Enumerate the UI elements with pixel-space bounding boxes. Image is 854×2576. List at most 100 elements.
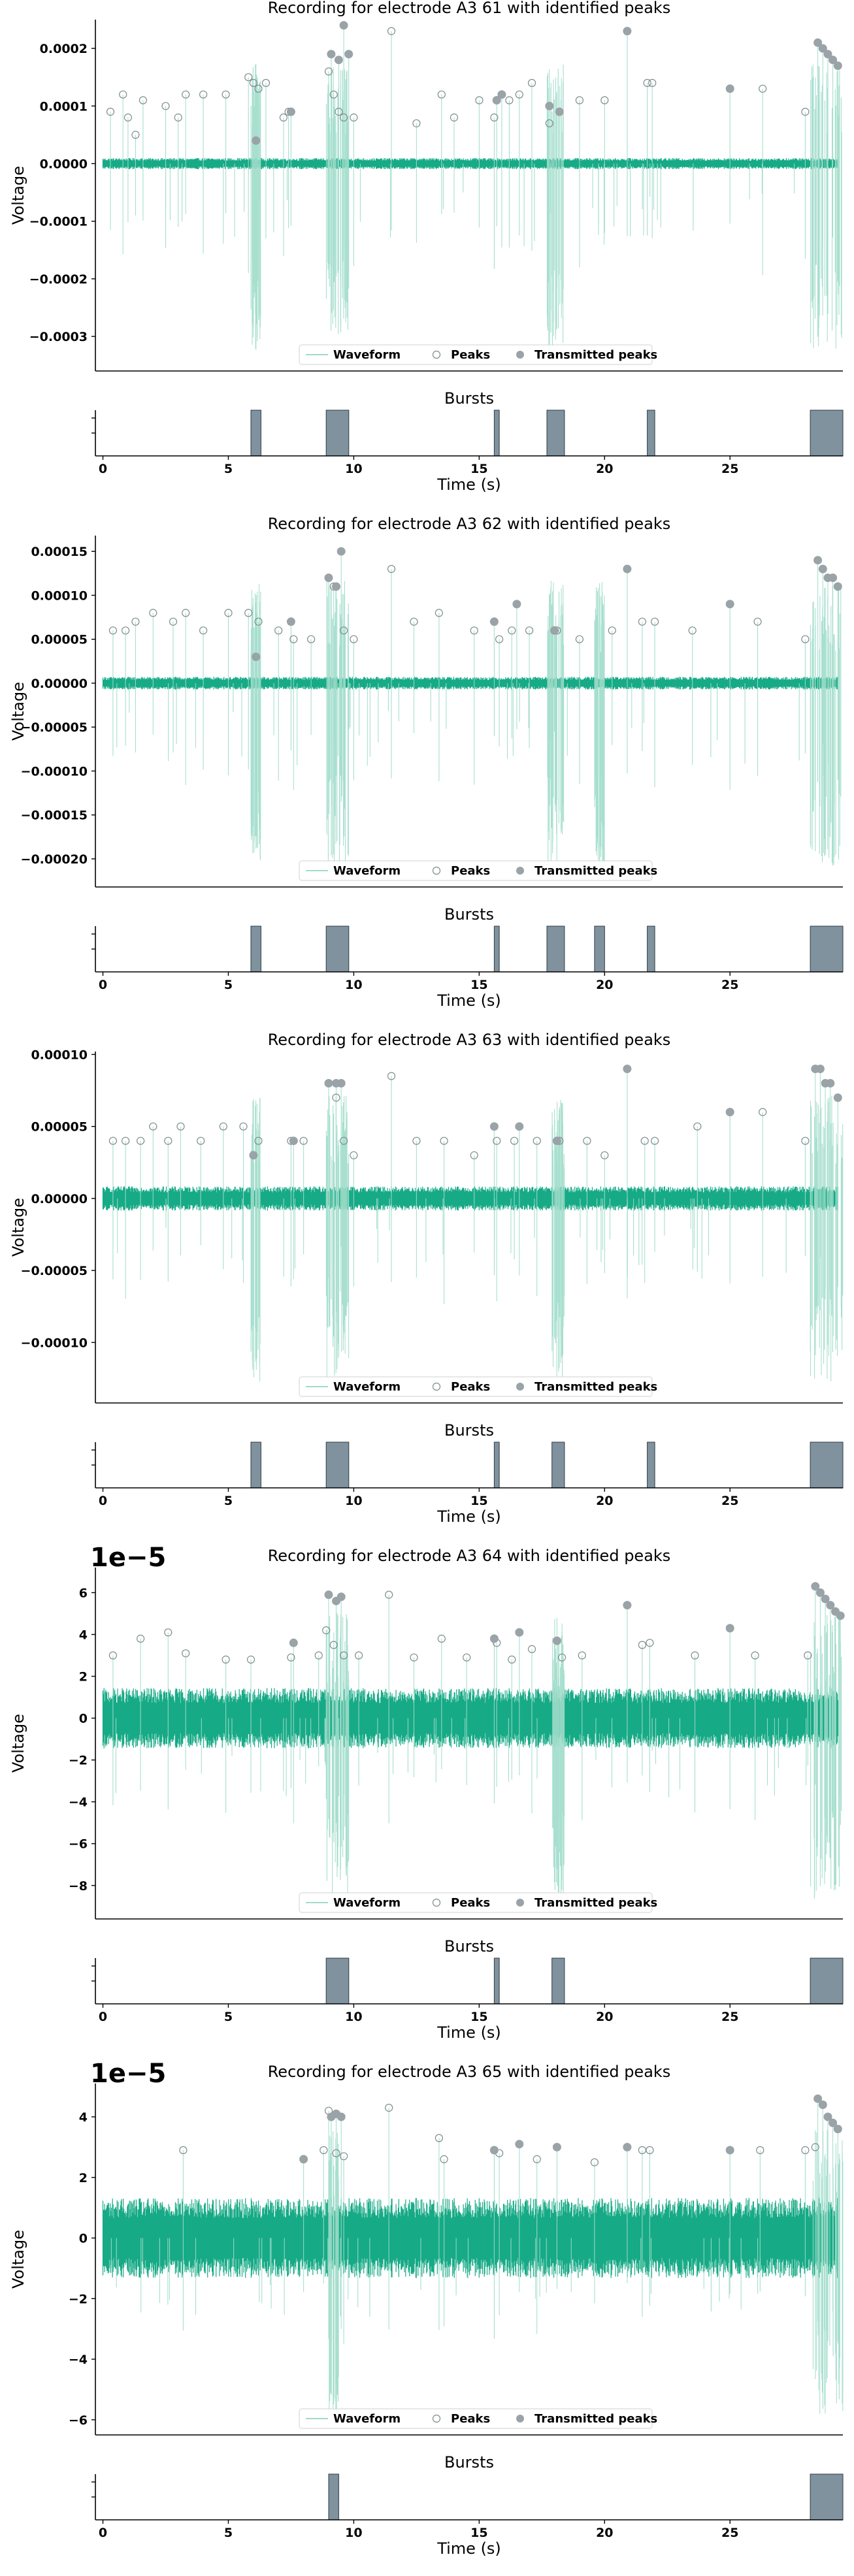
peak-marker [527, 1645, 536, 1653]
peak-marker [176, 1122, 185, 1131]
legend-peaks-swatch [432, 1382, 441, 1391]
peak-marker [646, 2146, 654, 2155]
peak-marker [638, 1641, 647, 1649]
transmitted-peak-marker [497, 90, 506, 99]
peak-marker [590, 2158, 599, 2166]
peak-marker [314, 1651, 323, 1660]
y-tick-label: −0.0001 [29, 215, 88, 229]
peak-marker [339, 626, 348, 635]
bursts-x-axis-label: Time (s) [436, 475, 501, 494]
peak-marker [646, 1639, 654, 1647]
transmitted-peak-marker [550, 626, 559, 635]
waveform-spikes [110, 2099, 844, 2415]
waveform-band [102, 2198, 838, 2278]
legend-transmitted-swatch [516, 1383, 524, 1391]
peak-marker [244, 73, 253, 82]
peak-marker [350, 635, 358, 643]
peak-marker [335, 108, 343, 116]
peak-marker [174, 113, 182, 121]
y-tick-label: 0.00000 [31, 1192, 88, 1206]
legend-peaks-label: Peaks [451, 1896, 490, 1910]
bursts-x-tick-label: 25 [721, 462, 738, 476]
y-tick-label: 2 [79, 1670, 88, 1684]
burst-bar [493, 1957, 500, 2004]
peak-marker [643, 78, 651, 88]
peak-marker [324, 67, 333, 76]
transmitted-peak-marker [552, 2142, 561, 2151]
peak-marker [254, 617, 263, 626]
transmitted-peak-marker [833, 2125, 842, 2134]
transmitted-peak-marker [813, 2094, 823, 2103]
chart-title: Recording for electrode A3 61 with ident… [268, 0, 671, 17]
bursts-x-tick-label: 25 [721, 2526, 738, 2540]
transmitted-peak-marker [337, 1079, 346, 1087]
peak-marker [638, 617, 647, 626]
peak-marker [244, 609, 253, 617]
transmitted-peak-marker [337, 1592, 346, 1602]
peak-marker [119, 90, 127, 99]
legend-transmitted-label: Transmitted peaks [534, 1896, 657, 1910]
y-tick-label: −0.00010 [21, 1336, 88, 1350]
legend-peaks-swatch [432, 2414, 441, 2423]
peak-marker [450, 113, 459, 121]
chart-panel-1: Recording for electrode A3 61 with ident… [9, 0, 844, 494]
chart-title: Recording for electrode A3 63 with ident… [268, 1031, 671, 1049]
y-tick-label: −0.00015 [21, 809, 88, 823]
peak-marker [131, 617, 140, 626]
peak-marker [350, 113, 358, 121]
peak-marker [199, 90, 208, 99]
legend-box [299, 2408, 653, 2429]
y-tick-label: 0.0001 [40, 99, 88, 114]
y-tick-label: 4 [79, 2110, 88, 2125]
burst-bar [594, 926, 605, 973]
transmitted-peak-marker [334, 56, 343, 65]
peak-marker [412, 1136, 421, 1145]
bursts-x-tick-label: 15 [470, 462, 487, 476]
transmitted-peak-marker [815, 1065, 825, 1073]
bursts-x-tick-label: 20 [596, 2010, 613, 2024]
y-axis-label: Voltage [9, 1198, 27, 1257]
peak-marker [137, 1634, 145, 1643]
transmitted-peak-marker [344, 50, 353, 59]
transmitted-peak-marker [252, 652, 261, 662]
peak-marker [648, 78, 657, 88]
transmitted-peak-marker [324, 1590, 333, 1600]
bursts-title: Bursts [444, 905, 494, 924]
legend: Waveform Peaks Transmitted peaks [299, 2408, 657, 2429]
peak-marker [254, 84, 263, 93]
transmitted-peak-marker [324, 573, 333, 583]
burst-bar [810, 926, 844, 973]
peak-marker [437, 90, 446, 99]
legend-box [299, 1376, 653, 1397]
bursts-x-tick-label: 0 [99, 462, 107, 476]
peak-marker [274, 626, 283, 635]
y-tick-label: 0.00005 [31, 633, 88, 647]
transmitted-peak-marker [299, 2155, 308, 2164]
bursts-title: Bursts [444, 1421, 494, 1440]
peak-marker [475, 96, 484, 105]
bursts-panel: Bursts 0 5 10 15 20 25 Time (s) [91, 1937, 844, 2042]
legend-transmitted-label: Transmitted peaks [534, 2412, 657, 2426]
transmitted-peak-marker [818, 2101, 827, 2109]
chart-title: Recording for electrode A3 62 with ident… [268, 515, 671, 533]
transmitted-peak-marker [813, 556, 823, 565]
transmitted-peak-marker [833, 1093, 842, 1103]
burst-bar [546, 926, 565, 973]
y-tick-label: −2 [69, 2292, 88, 2306]
peak-marker [525, 626, 534, 635]
peak-marker [339, 1651, 348, 1660]
legend-transmitted-swatch [516, 1899, 524, 1907]
y-axis-label: Voltage [9, 682, 27, 741]
bursts-x-tick-label: 0 [99, 2010, 107, 2024]
transmitted-peak-marker [725, 2146, 734, 2155]
transmitted-peak-marker [826, 1079, 835, 1087]
y-tick-label: −6 [69, 1837, 88, 1852]
bursts-panel: Bursts 0 5 10 15 20 25 Time (s) [91, 2453, 844, 2558]
legend-transmitted-label: Transmitted peaks [534, 864, 657, 878]
peak-marker [339, 2152, 348, 2161]
y-tick-label: 0.00005 [31, 1120, 88, 1135]
bursts-x-tick-label: 25 [721, 978, 738, 992]
burst-bar [551, 1957, 565, 2004]
peak-marker [801, 108, 810, 116]
bursts-title: Bursts [444, 389, 494, 408]
